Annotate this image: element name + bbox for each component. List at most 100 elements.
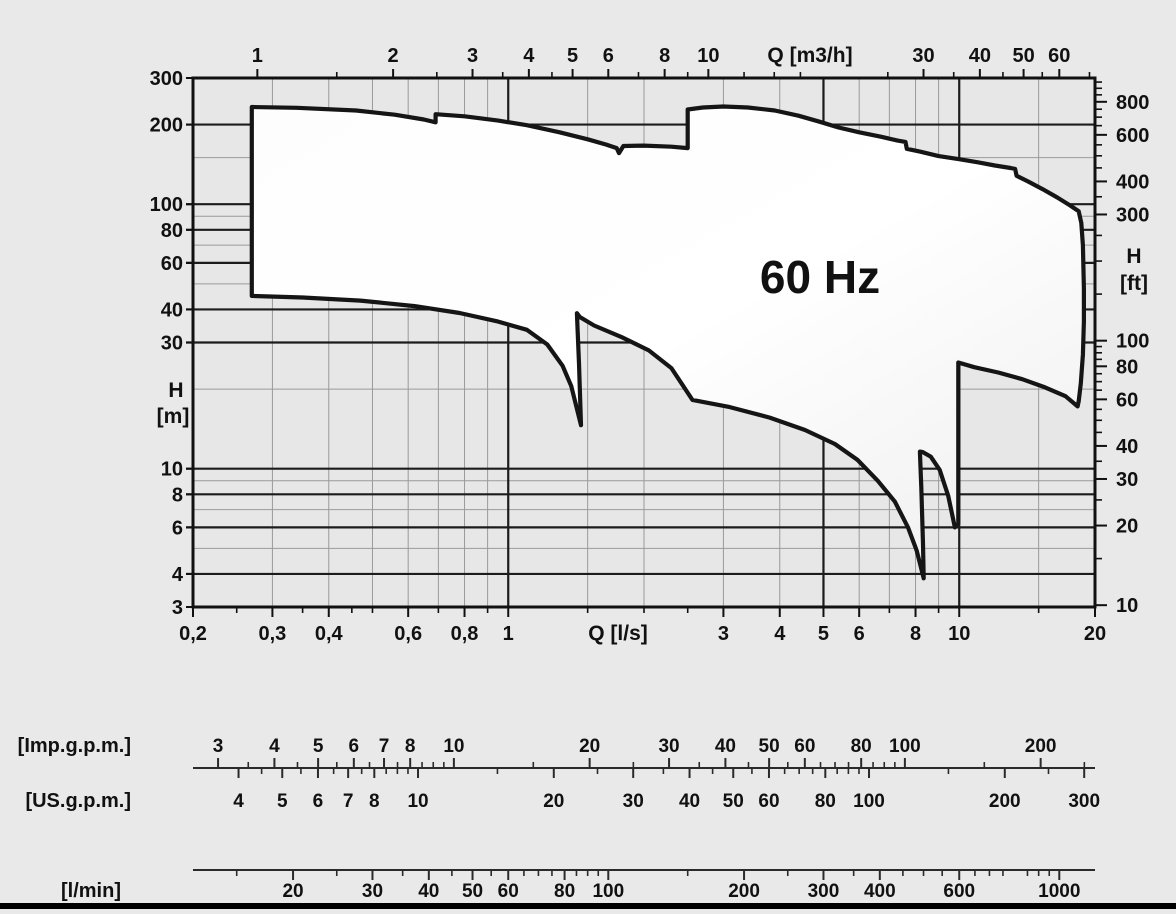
- us-gpm-tick-label: 50: [723, 791, 744, 812]
- right-axis-tick-label: 80: [1116, 356, 1138, 378]
- lmin-row-label: [l/min]: [61, 880, 121, 902]
- right-axis-tick-label: 800: [1116, 92, 1149, 114]
- left-axis-tick-label: 60: [161, 253, 183, 275]
- left-axis-tick-label: 300: [150, 68, 183, 90]
- lmin-tick-label: 50: [462, 881, 483, 902]
- bottom-axis-tick-label: 0,6: [394, 623, 422, 645]
- left-axis-tick-label: 40: [161, 299, 183, 321]
- top-axis-tick-label: 40: [969, 45, 991, 67]
- top-axis-tick-label: 10: [697, 45, 719, 67]
- lmin-tick-label: 1000: [1038, 881, 1080, 902]
- imp-gpm-tick-label: 80: [851, 736, 872, 757]
- us-gpm-tick-label: 30: [623, 791, 644, 812]
- top-axis-tick-label: 60: [1048, 45, 1070, 67]
- imp-gpm-tick-label: 60: [794, 736, 815, 757]
- lmin-tick-label: 60: [498, 881, 519, 902]
- us-gpm-tick-label: 20: [543, 791, 564, 812]
- top-axis-tick-label: 6: [603, 45, 614, 67]
- lmin-tick-label: 300: [808, 881, 840, 902]
- right-axis-unit-bracket: [ft]: [1120, 272, 1148, 295]
- top-axis-tick-label: 2: [388, 45, 399, 67]
- bottom-axis-tick-label: 20: [1084, 623, 1106, 645]
- right-axis-tick-label: 400: [1116, 171, 1149, 193]
- bottom-axis-tick-label: 6: [854, 623, 865, 645]
- us-gpm-tick-label: 10: [407, 791, 428, 812]
- us-gpm-tick-label: 6: [313, 791, 324, 812]
- top-axis-tick-label: 30: [912, 45, 934, 67]
- bottom-border-bar: [0, 903, 1176, 909]
- lmin-tick-label: 20: [282, 881, 303, 902]
- imp-gpm-tick-label: 40: [715, 736, 736, 757]
- performance-envelope: [249, 104, 1086, 581]
- left-axis-tick-label: 80: [161, 220, 183, 242]
- top-axis-tick-label: 50: [1012, 45, 1034, 67]
- bottom-axis-tick-label: 1: [503, 623, 514, 645]
- bottom-axis-tick-label: 10: [948, 623, 970, 645]
- imp-gpm-tick-label: 20: [579, 736, 600, 757]
- left-axis-unit-bracket: [m]: [157, 405, 190, 428]
- top-axis-tick-label: 3: [467, 45, 478, 67]
- right-axis-tick-label: 40: [1116, 436, 1138, 458]
- us-gpm-tick-label: 5: [277, 791, 288, 812]
- bottom-axis-tick-label: 0,2: [179, 623, 207, 645]
- imp-gpm-tick-label: 10: [443, 736, 464, 757]
- lmin-tick-label: 100: [592, 881, 624, 902]
- right-axis-tick-label: 20: [1116, 516, 1138, 538]
- left-axis-tick-label: 3: [172, 597, 183, 619]
- left-axis-tick-label: 8: [172, 484, 183, 506]
- left-axis-tick-label: 6: [172, 517, 183, 539]
- left-axis-tick-label: 100: [150, 194, 183, 216]
- lmin-tick-label: 40: [418, 881, 439, 902]
- us-gpm-tick-label: 40: [679, 791, 700, 812]
- lmin-tick-label: 400: [864, 881, 896, 902]
- imp-gpm-tick-label: 4: [269, 736, 280, 757]
- lmin-tick-label: 30: [362, 881, 383, 902]
- imp-gpm-tick-label: 50: [759, 736, 780, 757]
- lmin-tick-label: 200: [728, 881, 760, 902]
- right-axis-tick-label: 600: [1116, 125, 1149, 147]
- us-gpm-tick-label: 60: [758, 791, 779, 812]
- imp-gpm-tick-label: 5: [313, 736, 324, 757]
- envelope-region: [249, 104, 1086, 581]
- bottom-axis-tick-label: 3: [718, 623, 729, 645]
- bottom-axis-tick-label: 4: [774, 623, 786, 645]
- us-gpm-tick-label: 100: [853, 791, 885, 812]
- right-axis-tick-label: 30: [1116, 469, 1138, 491]
- us-gpm-tick-label: 8: [369, 791, 380, 812]
- right-axis-tick-label: 10: [1116, 595, 1138, 617]
- imp-gpm-tick-label: 30: [658, 736, 679, 757]
- right-axis-tick-label: 60: [1116, 389, 1138, 411]
- bottom-axis-unit-label: Q [l/s]: [588, 622, 648, 645]
- top-axis-tick-label: 8: [659, 45, 670, 67]
- imp-gpm-tick-label: 7: [379, 736, 390, 757]
- right-axis-tick-label: 300: [1116, 204, 1149, 226]
- imp-gpm-tick-label: 200: [1025, 736, 1057, 757]
- lmin-tick-label: 80: [554, 881, 575, 902]
- axis-tick-layer: [186, 69, 1107, 617]
- left-axis-tick-label: 200: [150, 115, 183, 137]
- bottom-axis-tick-label: 8: [910, 623, 921, 645]
- right-axis-tick-label: 100: [1116, 331, 1149, 353]
- lmin-tick-label: 600: [943, 881, 975, 902]
- us-gpm-tick-label: 7: [343, 791, 354, 812]
- top-axis-unit-label: Q [m3/h]: [767, 44, 852, 67]
- us-gpm-tick-label: 300: [1068, 791, 1100, 812]
- us-gpm-tick-label: 80: [815, 791, 836, 812]
- bottom-axis-tick-label: 0,3: [259, 623, 287, 645]
- top-axis-tick-label: 4: [523, 45, 535, 67]
- top-axis-tick-label: 1: [252, 45, 263, 67]
- bottom-axis-tick-label: 0,4: [315, 623, 344, 645]
- us-gpm-tick-label: 200: [989, 791, 1021, 812]
- top-axis-tick-label: 5: [567, 45, 578, 67]
- right-axis-unit-symbol: H: [1126, 245, 1141, 268]
- left-axis-tick-label: 4: [172, 564, 184, 586]
- imp-gpm-tick-label: 100: [889, 736, 921, 757]
- bottom-axis-tick-label: 0,8: [451, 623, 479, 645]
- imp-gpm-row-label: [Imp.g.p.m.]: [18, 735, 131, 757]
- bottom-axis-tick-label: 5: [818, 623, 829, 645]
- left-axis-tick-label: 30: [161, 333, 183, 355]
- us-gpm-row-label: [US.g.p.m.]: [25, 790, 131, 812]
